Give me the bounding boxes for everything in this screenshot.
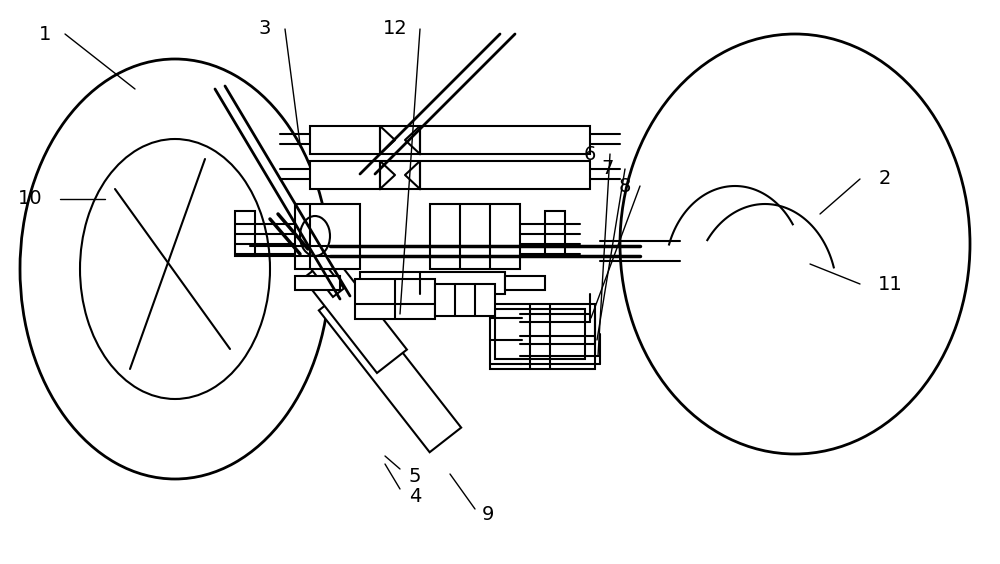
Text: 3: 3 [259, 20, 271, 38]
Text: 1: 1 [39, 24, 51, 43]
Bar [310, 126, 590, 154]
Polygon shape [303, 255, 407, 373]
Text: 11: 11 [878, 275, 902, 293]
Bar [490, 304, 595, 369]
Text: 6: 6 [584, 144, 596, 164]
Bar [505, 276, 545, 290]
Text: 5: 5 [409, 466, 421, 486]
Bar [495, 309, 585, 359]
Text: 4: 4 [409, 487, 421, 505]
Bar [355, 279, 435, 319]
Text: 9: 9 [482, 505, 494, 523]
Bar [295, 276, 340, 290]
Bar [430, 204, 520, 269]
Text: 7: 7 [602, 160, 614, 178]
Text: 10: 10 [18, 190, 42, 209]
Bar [360, 272, 505, 294]
Polygon shape [319, 286, 461, 452]
Bar [435, 284, 495, 316]
Text: 8: 8 [619, 177, 631, 196]
Polygon shape [296, 241, 344, 297]
Bar [310, 161, 590, 189]
Text: 2: 2 [879, 170, 891, 188]
Text: 12: 12 [383, 20, 407, 38]
Bar [295, 204, 360, 269]
Bar [235, 211, 255, 256]
Bar [545, 211, 565, 256]
